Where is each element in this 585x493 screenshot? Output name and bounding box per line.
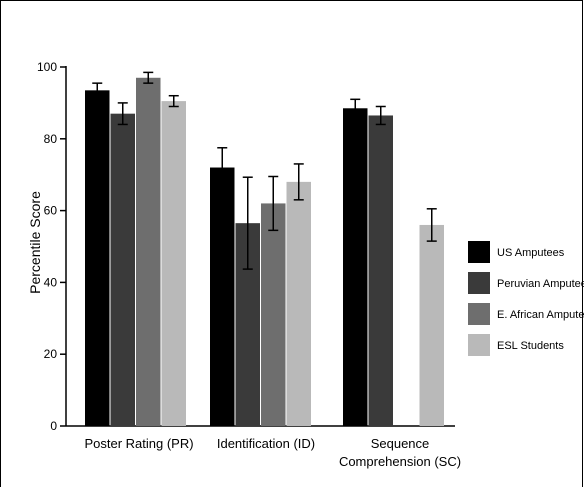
legend-label: E. African Amputees <box>497 309 584 321</box>
bar <box>210 167 235 426</box>
y-tick-label: 20 <box>44 347 58 361</box>
error-bar <box>242 176 253 270</box>
y-tick-label: 100 <box>37 60 57 74</box>
category-labels: Poster Rating (PR) Identification (ID) Seq… <box>84 436 461 469</box>
bar <box>419 224 444 426</box>
x-category-label: Identification (ID) <box>217 436 315 451</box>
x-category-label: Poster Rating (PR) <box>84 436 193 451</box>
error-bar <box>117 102 128 126</box>
error-bar <box>268 175 279 232</box>
y-tick-label: 80 <box>44 132 58 146</box>
legend-label: US Amputees <box>497 247 565 259</box>
y-axis-label: Percentile Score <box>27 191 43 294</box>
bar <box>110 113 135 427</box>
error-bar <box>426 208 437 242</box>
error-bar <box>143 71 154 84</box>
legend: US Amputees Peruvian Amputees E. African A… <box>468 241 585 356</box>
bar <box>368 115 393 426</box>
legend-label: ESL Students <box>497 340 564 352</box>
bar <box>161 101 186 426</box>
error-bars-group <box>92 71 437 270</box>
y-tick-label: 40 <box>44 275 58 289</box>
error-bar <box>350 98 361 119</box>
x-category-label: Sequence <box>371 436 430 451</box>
bar <box>85 90 110 427</box>
legend-swatch <box>468 334 490 356</box>
legend-label: Peruvian Amputees <box>497 278 584 290</box>
legend-swatch <box>468 272 490 294</box>
error-bar <box>92 82 103 99</box>
bar <box>261 203 286 426</box>
bar <box>286 181 311 426</box>
legend-swatch <box>468 241 490 263</box>
bar <box>343 108 368 426</box>
error-bar <box>293 163 304 201</box>
error-bar <box>168 94 179 108</box>
legend-swatch <box>468 303 490 325</box>
bars-group <box>85 77 444 427</box>
y-tick-label: 60 <box>44 204 58 218</box>
error-bar <box>375 105 386 126</box>
bar <box>136 77 161 427</box>
y-tick-label: 0 <box>50 419 57 433</box>
x-category-label: Comprehension (SC) <box>339 454 461 469</box>
error-bar <box>217 147 228 189</box>
